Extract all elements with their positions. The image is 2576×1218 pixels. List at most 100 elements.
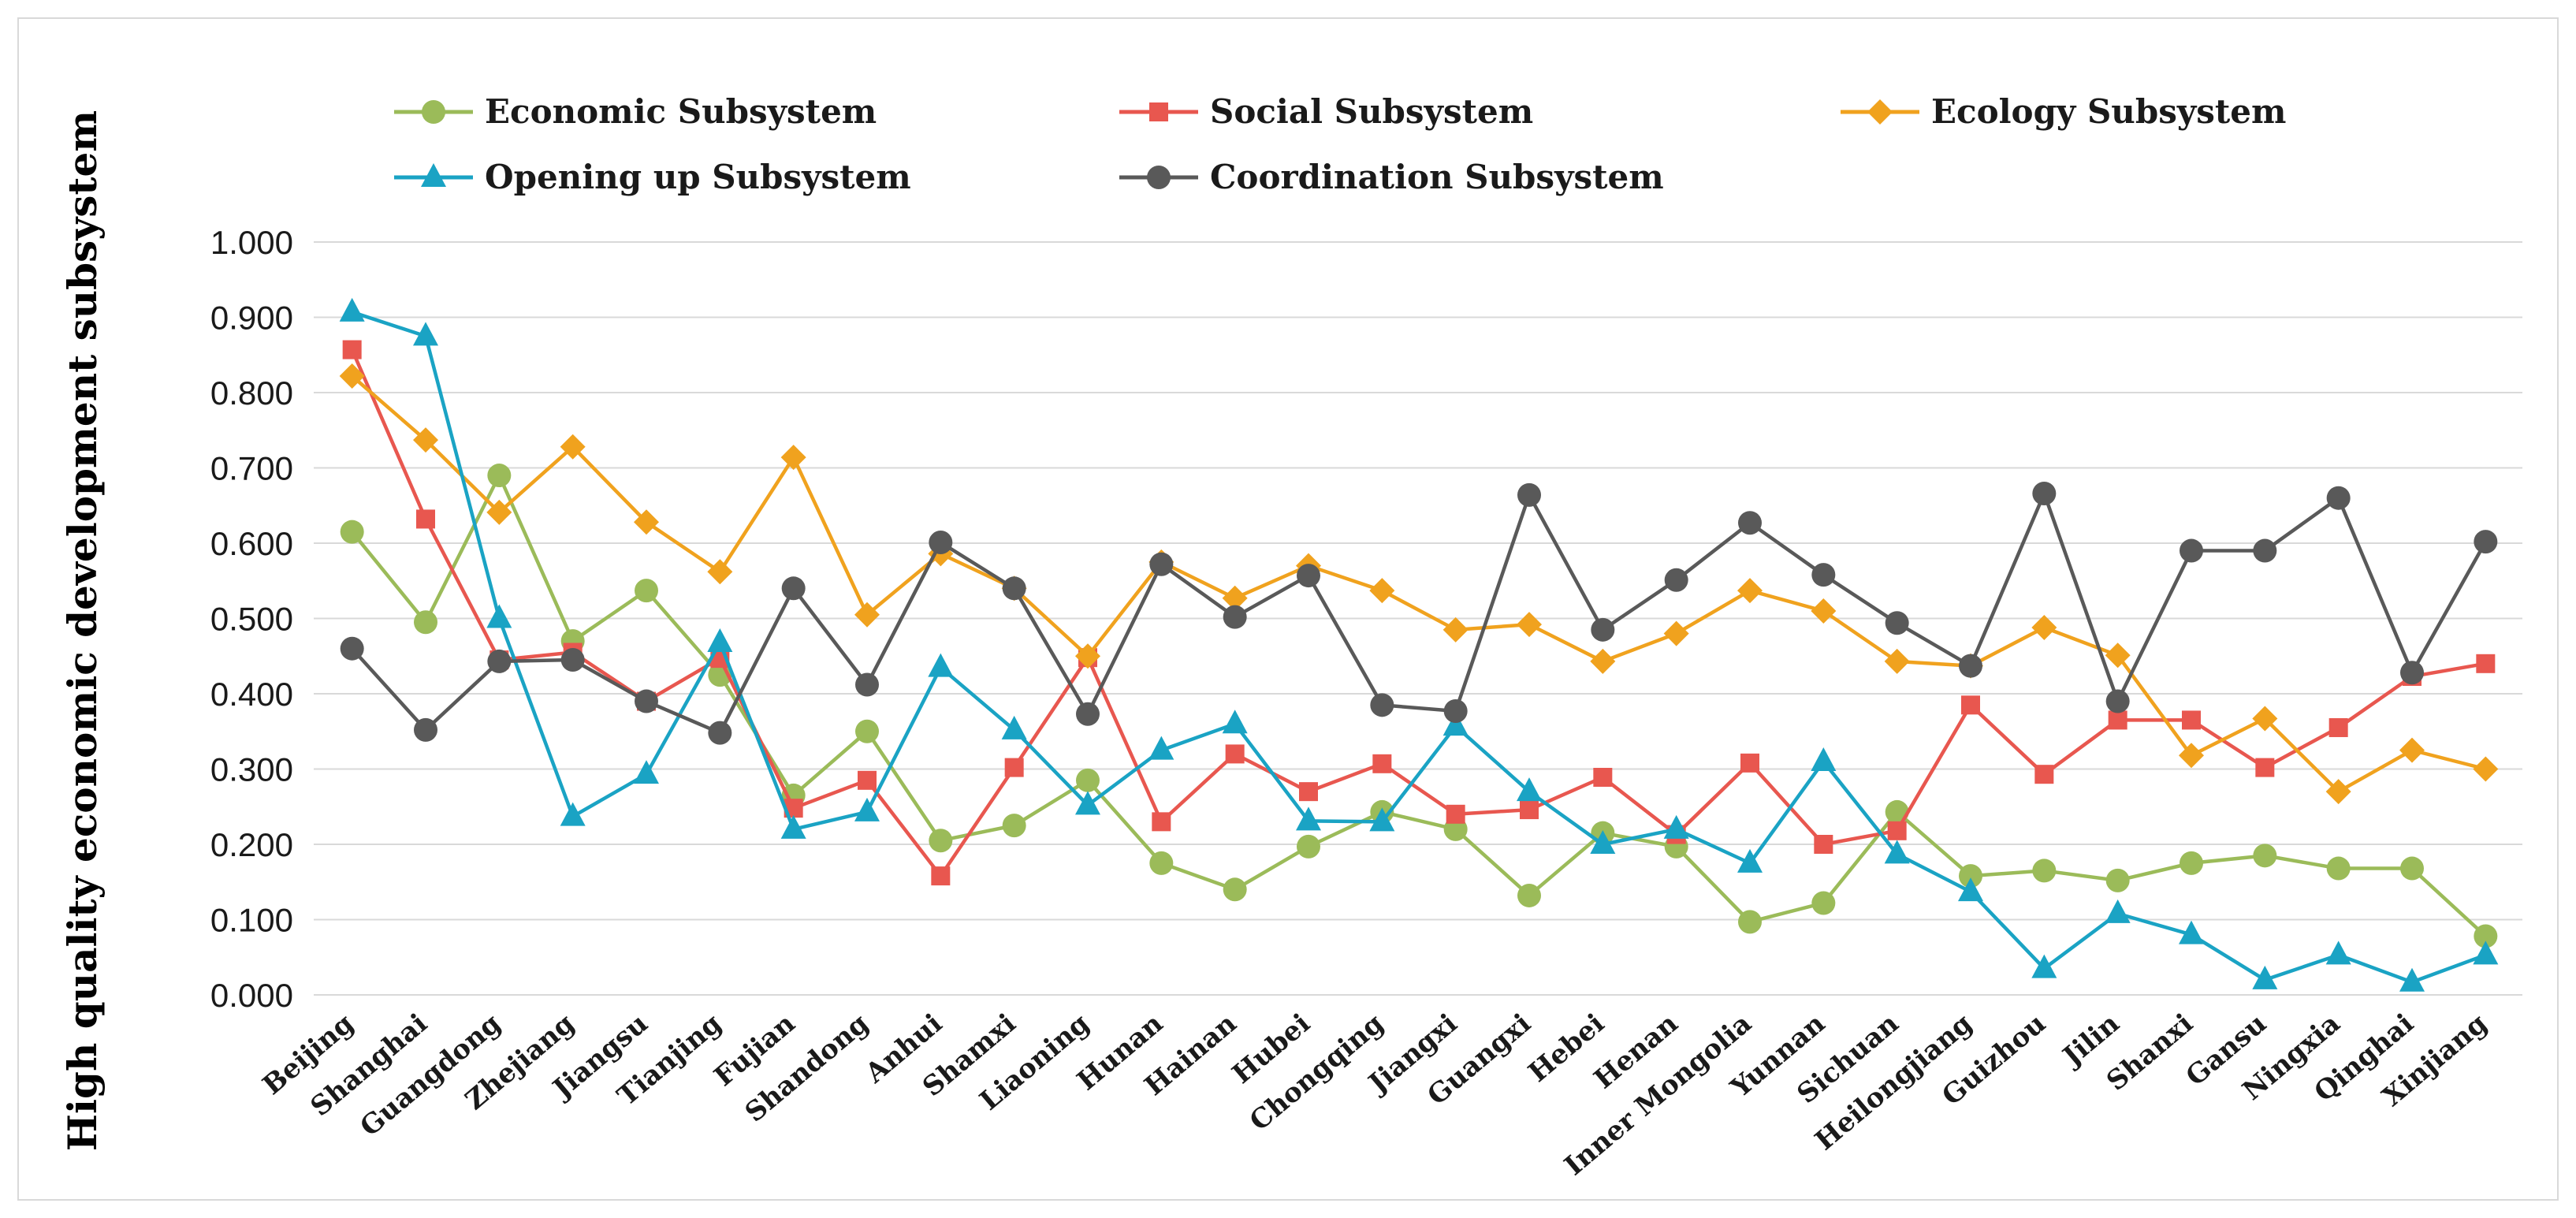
data-point xyxy=(2182,710,2201,730)
legend-item: Social Subsystem xyxy=(1119,92,1533,131)
y-tick-label: 0.100 xyxy=(210,902,293,939)
data-point xyxy=(1517,482,1541,507)
data-point xyxy=(1591,617,1615,642)
legend: Economic Subsystem Social Subsystem Ecolog… xyxy=(394,92,2286,196)
data-point xyxy=(2179,743,2204,769)
x-axis-ticks: BeijingShanghaiGuangdongZhejiangJiangsuT… xyxy=(257,1008,2493,1182)
data-point xyxy=(1369,807,1395,832)
legend-label: Economic Subsystem xyxy=(485,92,877,131)
data-point xyxy=(2253,844,2277,868)
data-point xyxy=(1814,835,1833,854)
data-point xyxy=(342,340,362,359)
data-point xyxy=(1223,877,1247,902)
data-point xyxy=(1004,758,1024,777)
data-point xyxy=(1811,891,1836,915)
data-point xyxy=(1001,715,1027,739)
data-point xyxy=(1222,585,1248,611)
data-point xyxy=(1517,612,1542,638)
data-point xyxy=(780,814,806,839)
data-point xyxy=(1149,552,1174,576)
y-tick-label: 0.400 xyxy=(210,676,293,713)
data-point xyxy=(2325,779,2351,805)
data-point xyxy=(2105,868,2130,892)
y-tick-label: 0.000 xyxy=(210,977,293,1014)
data-point xyxy=(1884,840,1910,864)
series-economic-subsystem xyxy=(340,464,2498,948)
data-point xyxy=(1959,864,1982,888)
data-point xyxy=(2399,737,2425,763)
data-point xyxy=(1520,800,1539,820)
data-point xyxy=(2399,967,2425,992)
data-point xyxy=(1958,877,1983,902)
data-point xyxy=(635,689,658,713)
data-point xyxy=(339,297,365,322)
data-point xyxy=(1075,643,1100,669)
data-point xyxy=(1737,848,1763,873)
data-point xyxy=(2400,661,2424,685)
data-point xyxy=(2326,856,2351,881)
data-point xyxy=(929,829,953,853)
data-point xyxy=(2105,899,2131,923)
y-axis-ticks: 0.000 0.100 0.200 0.300 0.400 0.500 0.600 0.700… xyxy=(210,224,293,1014)
data-point xyxy=(707,559,733,585)
data-point xyxy=(413,427,438,453)
legend-marker xyxy=(1149,102,1168,121)
data-point xyxy=(1811,563,1836,587)
data-point xyxy=(1299,782,1318,802)
legend-label: Coordination Subsystem xyxy=(1210,158,1664,196)
data-point xyxy=(2105,643,2131,669)
legend-item: Opening up Subsystem xyxy=(394,158,911,196)
chart-frame xyxy=(17,17,2559,1201)
data-point xyxy=(2474,924,2498,948)
data-point xyxy=(2328,717,2348,737)
data-point xyxy=(1443,698,1468,723)
series-line xyxy=(350,473,2487,938)
y-tick-label: 0.900 xyxy=(210,300,293,337)
data-point xyxy=(1885,611,1909,635)
data-point xyxy=(2032,859,2057,883)
data-point xyxy=(560,648,585,672)
data-point xyxy=(1737,578,1763,604)
data-point xyxy=(634,509,659,535)
data-point xyxy=(1517,777,1542,802)
legend-item: Economic Subsystem xyxy=(394,92,877,131)
data-point xyxy=(1517,883,1541,907)
data-point xyxy=(2325,941,2351,965)
y-axis-label: High quality economic development subsys… xyxy=(59,110,106,1151)
data-point xyxy=(2255,758,2275,777)
data-point xyxy=(1811,747,1837,771)
data-point xyxy=(1149,851,1174,875)
data-point xyxy=(2108,710,2127,730)
data-point xyxy=(854,602,880,628)
data-point xyxy=(1738,910,1762,934)
data-point xyxy=(2252,706,2278,732)
data-point xyxy=(1887,821,1907,840)
series-line xyxy=(350,491,2488,735)
series-opening-up-subsystem xyxy=(339,297,2499,992)
data-point xyxy=(339,363,365,389)
data-point xyxy=(560,434,586,460)
y-tick-label: 0.500 xyxy=(210,601,293,638)
data-point xyxy=(1369,578,1395,604)
data-point xyxy=(707,628,733,653)
data-point xyxy=(1152,812,1171,832)
data-point xyxy=(486,499,512,525)
data-point xyxy=(1225,744,1245,764)
gridlines xyxy=(314,241,2522,996)
legend-marker xyxy=(421,163,446,187)
data-point xyxy=(1370,693,1394,717)
data-point xyxy=(2032,481,2057,505)
data-point xyxy=(1297,564,1320,588)
data-point xyxy=(1148,736,1174,760)
data-point xyxy=(487,649,512,673)
y-tick-label: 0.700 xyxy=(210,450,293,487)
data-point xyxy=(2105,689,2130,713)
data-point xyxy=(2252,965,2278,989)
data-point xyxy=(1961,695,1980,715)
legend-label: Opening up Subsystem xyxy=(485,158,911,196)
data-point xyxy=(2473,941,2499,965)
data-point xyxy=(414,610,437,635)
data-point xyxy=(414,717,437,742)
data-point xyxy=(413,322,438,346)
